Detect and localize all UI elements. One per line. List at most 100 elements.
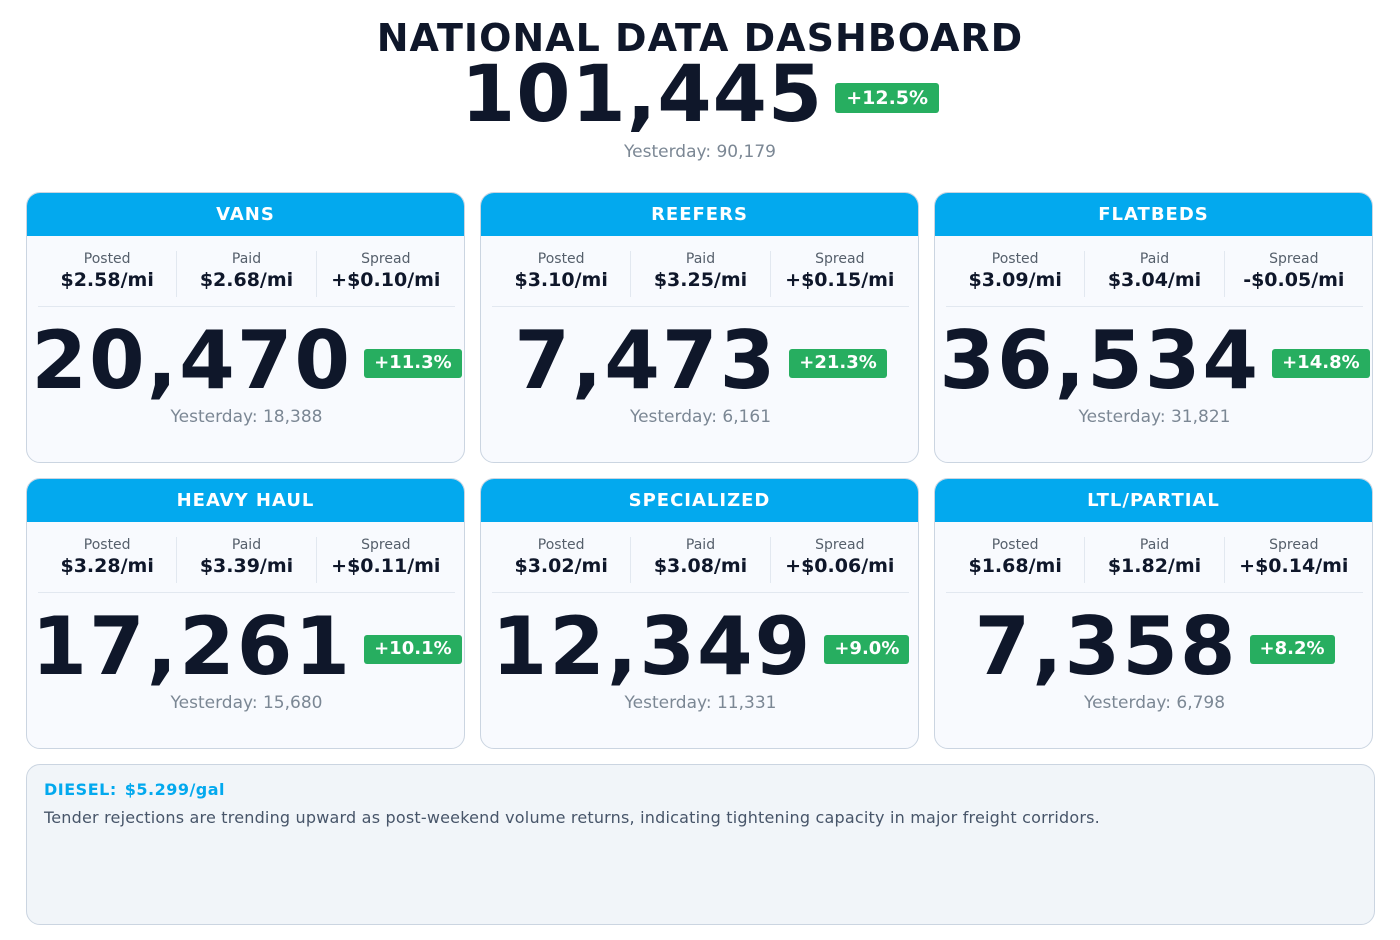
load-count: 7,358 — [974, 600, 1238, 693]
posted-label: Posted — [991, 537, 1039, 553]
paid-label: Paid — [685, 251, 716, 267]
posted-rate: Posted $3.09/mi — [946, 251, 1086, 297]
divider — [946, 592, 1363, 593]
card-flatbeds: FLATBEDS Posted $3.09/mi Paid $3.04/mi Spr… — [934, 192, 1373, 463]
rates-row: Posted $3.10/mi Paid $3.25/mi Spread +$0.15… — [492, 251, 909, 297]
yesterday-count: Yesterday: 6,161 — [629, 407, 772, 427]
paid-rate: Paid $3.25/mi — [631, 251, 771, 297]
paid-label: Paid — [685, 537, 716, 553]
card-title: VANS — [27, 193, 464, 236]
posted-label: Posted — [991, 251, 1039, 267]
total-row: 101,445 +12.5% — [0, 52, 1400, 138]
load-count: 20,470 — [31, 314, 353, 407]
paid-value: $1.82/mi — [1107, 555, 1202, 577]
card-specialized: SPECIALIZED Posted $3.02/mi Paid $3.08/mi … — [480, 478, 919, 749]
posted-value: $3.09/mi — [968, 269, 1062, 291]
diesel-value: $5.299/gal — [124, 780, 226, 799]
card-title: HEAVY HAUL — [27, 479, 464, 522]
spread-value: +$0.15/mi — [785, 269, 895, 291]
spread-value: +$0.06/mi — [785, 555, 895, 577]
card-ltl-partial: LTL/PARTIAL Posted $1.68/mi Paid $1.82/mi … — [934, 478, 1373, 749]
posted-label: Posted — [537, 251, 585, 267]
count-row: 17,261 +10.1% — [27, 600, 464, 693]
total-loads-value: 101,445 — [460, 50, 824, 140]
divider — [492, 592, 909, 593]
paid-value: $3.04/mi — [1107, 269, 1202, 291]
load-count: 17,261 — [31, 600, 353, 693]
change-badge: +21.3% — [789, 348, 887, 378]
paid-label: Paid — [1139, 251, 1170, 267]
paid-value: $3.25/mi — [653, 269, 748, 291]
spread-value: -$0.05/mi — [1243, 269, 1345, 291]
posted-value: $3.02/mi — [514, 555, 608, 577]
change-badge: +10.1% — [364, 634, 462, 664]
paid-label: Paid — [231, 251, 262, 267]
paid-rate: Paid $1.82/mi — [1085, 537, 1225, 583]
card-title: REEFERS — [481, 193, 918, 236]
market-note: Tender rejections are trending upward as… — [44, 808, 1100, 827]
change-badge: +8.2% — [1249, 634, 1335, 664]
spread-label: Spread — [815, 251, 865, 267]
spread-label: Spread — [1269, 537, 1319, 553]
rates-row: Posted $3.28/mi Paid $3.39/mi Spread +$0.11… — [38, 537, 455, 583]
load-count: 36,534 — [939, 314, 1261, 407]
load-count: 12,349 — [491, 600, 813, 693]
posted-rate: Posted $1.68/mi — [946, 537, 1086, 583]
yesterday-count: Yesterday: 11,331 — [624, 693, 777, 713]
spread-rate: Spread +$0.14/mi — [1225, 537, 1363, 583]
posted-rate: Posted $3.10/mi — [492, 251, 632, 297]
posted-value: $2.58/mi — [60, 269, 154, 291]
yesterday-count: Yesterday: 18,388 — [170, 407, 323, 427]
posted-value: $3.10/mi — [514, 269, 608, 291]
spread-rate: Spread -$0.05/mi — [1225, 251, 1363, 297]
count-row: 20,470 +11.3% — [27, 314, 464, 407]
posted-label: Posted — [83, 537, 131, 553]
paid-rate: Paid $3.39/mi — [177, 537, 317, 583]
spread-rate: Spread +$0.10/mi — [317, 251, 455, 297]
divider — [492, 306, 909, 307]
spread-rate: Spread +$0.11/mi — [317, 537, 455, 583]
card-vans: VANS Posted $2.58/mi Paid $2.68/mi Spread +… — [26, 192, 465, 463]
change-badge: +9.0% — [824, 634, 910, 664]
rates-row: Posted $3.09/mi Paid $3.04/mi Spread -$0.05… — [946, 251, 1363, 297]
posted-value: $3.28/mi — [60, 555, 154, 577]
posted-value: $1.68/mi — [968, 555, 1062, 577]
paid-label: Paid — [231, 537, 262, 553]
rates-row: Posted $3.02/mi Paid $3.08/mi Spread +$0.06… — [492, 537, 909, 583]
paid-rate: Paid $3.08/mi — [631, 537, 771, 583]
card-title: SPECIALIZED — [481, 479, 918, 522]
spread-value: +$0.11/mi — [331, 555, 441, 577]
count-row: 7,473 +21.3% — [481, 314, 918, 407]
yesterday-count: Yesterday: 6,798 — [1083, 693, 1226, 713]
spread-label: Spread — [361, 537, 411, 553]
rates-row: Posted $1.68/mi Paid $1.82/mi Spread +$0.14… — [946, 537, 1363, 583]
total-yesterday: Yesterday: 90,179 — [624, 142, 776, 162]
posted-rate: Posted $3.28/mi — [38, 537, 178, 583]
load-count: 7,473 — [514, 314, 778, 407]
paid-rate: Paid $3.04/mi — [1085, 251, 1225, 297]
posted-rate: Posted $2.58/mi — [38, 251, 178, 297]
page-title: NATIONAL DATA DASHBOARD — [376, 16, 1024, 60]
spread-label: Spread — [815, 537, 865, 553]
change-badge: +11.3% — [364, 348, 462, 378]
market-notes-panel: DIESEL: $5.299/gal Tender rejections are … — [26, 764, 1375, 925]
posted-label: Posted — [83, 251, 131, 267]
posted-rate: Posted $3.02/mi — [492, 537, 632, 583]
card-title: FLATBEDS — [935, 193, 1372, 236]
count-row: 36,534 +14.8% — [935, 314, 1372, 407]
spread-rate: Spread +$0.06/mi — [771, 537, 909, 583]
spread-value: +$0.10/mi — [331, 269, 441, 291]
paid-value: $3.08/mi — [653, 555, 748, 577]
paid-label: Paid — [1139, 537, 1170, 553]
diesel-price: DIESEL: $5.299/gal — [44, 780, 1357, 799]
card-title: LTL/PARTIAL — [935, 479, 1372, 522]
count-row: 7,358 +8.2% — [935, 600, 1372, 693]
paid-rate: Paid $2.68/mi — [177, 251, 317, 297]
total-change-badge: +12.5% — [835, 83, 940, 113]
spread-rate: Spread +$0.15/mi — [771, 251, 909, 297]
diesel-label: DIESEL: — [44, 780, 117, 799]
card-reefers: REEFERS Posted $3.10/mi Paid $3.25/mi Spre… — [480, 192, 919, 463]
spread-label: Spread — [361, 251, 411, 267]
yesterday-count: Yesterday: 15,680 — [170, 693, 323, 713]
posted-label: Posted — [537, 537, 585, 553]
